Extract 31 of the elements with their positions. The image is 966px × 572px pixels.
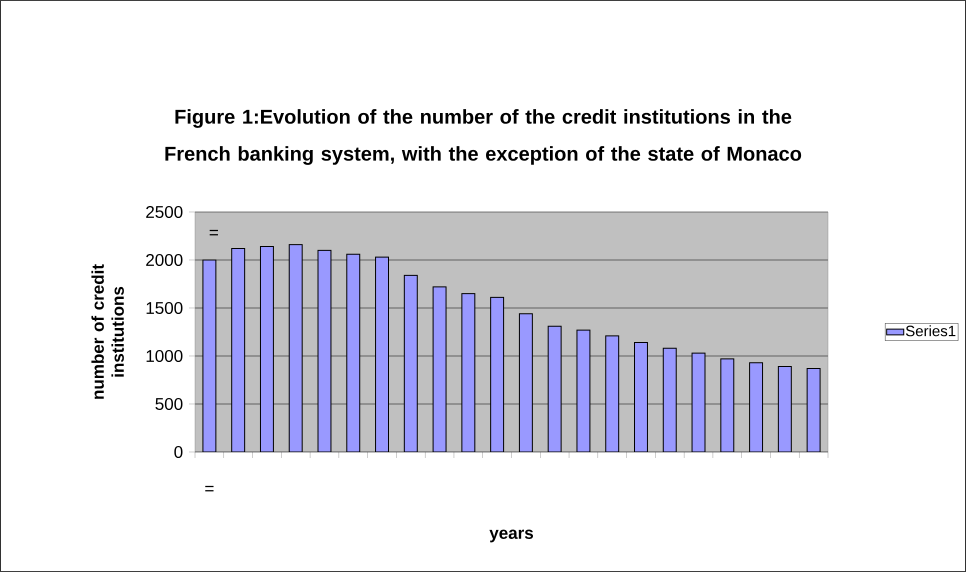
bar [518, 313, 533, 452]
x-axis-title: years [489, 530, 534, 542]
bar [605, 335, 620, 452]
bar [288, 244, 303, 452]
bar [318, 250, 332, 452]
bar [404, 274, 418, 452]
bar [720, 358, 734, 452]
y-tick-label: 2500 [146, 206, 182, 218]
y-axis-title: number of credit institutions [91, 264, 124, 399]
bar [260, 246, 274, 452]
bar [749, 362, 764, 452]
bar [202, 259, 216, 452]
y-tick-label: 1500 [146, 302, 182, 314]
bar [778, 366, 792, 452]
chart-title: Figure 1:Evolution of the number of the credit institutions in the French banking system, with the exception of the state of Monaco [165, 109, 802, 165]
y-tick-label: 2000 [146, 254, 182, 266]
bar [692, 352, 706, 452]
bar [634, 342, 648, 452]
annotation: = [210, 230, 218, 236]
bar [432, 286, 447, 452]
bar [490, 296, 504, 452]
y-tick-label: 500 [155, 398, 182, 410]
y-tick-label: 0 [174, 446, 182, 458]
bar [576, 330, 590, 452]
bar [375, 256, 389, 452]
bar [461, 293, 476, 452]
bar [806, 368, 821, 452]
legend-label: Series1 [906, 325, 956, 336]
bar [548, 326, 562, 452]
bar [231, 248, 246, 452]
y-tick-label: 1000 [146, 350, 182, 362]
